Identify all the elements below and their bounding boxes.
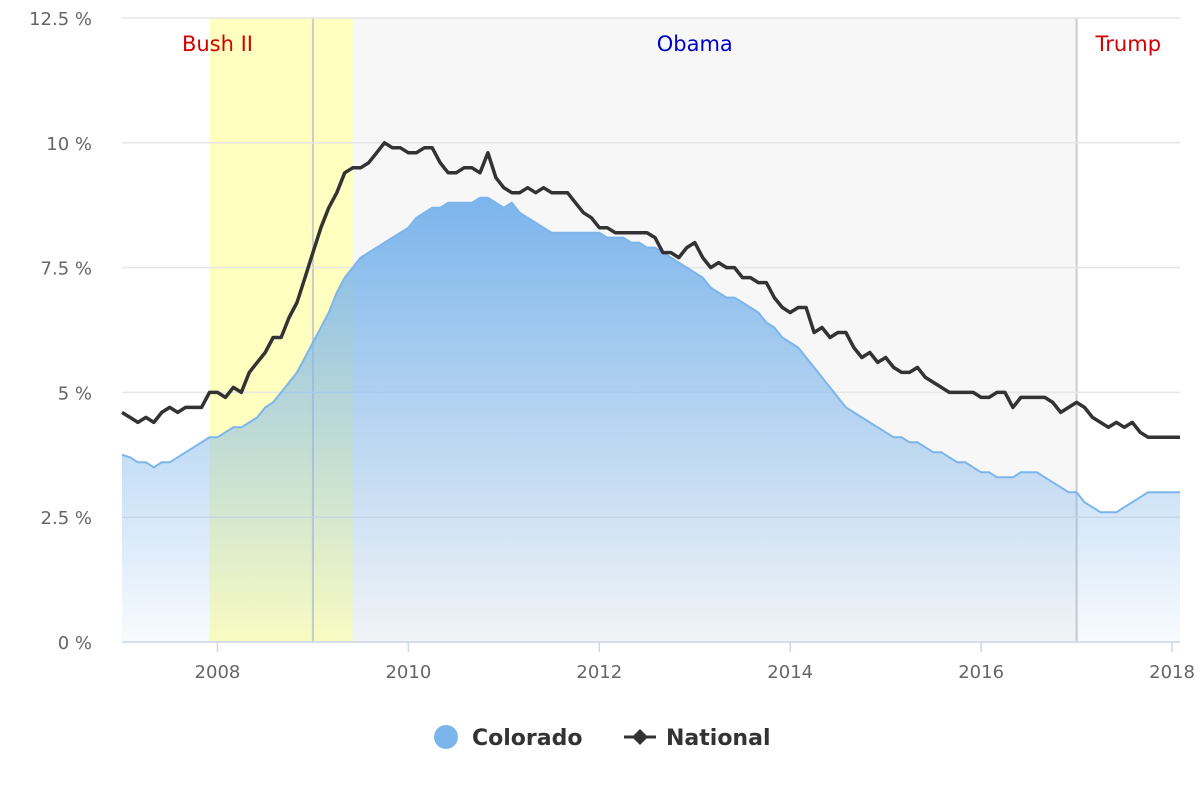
axis-labels: 0 % 2.5 % 5 % 7.5 % 10 % 12.5 % 2008 2010 2012 20… bbox=[29, 9, 1195, 683]
y-tick-label: 2.5 % bbox=[41, 508, 92, 529]
legend-item-national[interactable]: National bbox=[624, 726, 770, 751]
x-tick-label: 2016 bbox=[958, 662, 1004, 683]
legend-colorado-marker bbox=[434, 725, 458, 749]
colorado-line bbox=[121, 196, 1180, 514]
y-tick-label: 5 % bbox=[58, 383, 92, 404]
x-tick-label: 2010 bbox=[385, 662, 431, 683]
y-tick-label: 10 % bbox=[46, 134, 92, 155]
legend-item-colorado[interactable]: Colorado bbox=[434, 725, 582, 751]
x-tick-label: 2008 bbox=[195, 662, 241, 683]
x-tick-label: 2012 bbox=[576, 662, 622, 683]
president-label: Bush II bbox=[182, 32, 253, 56]
colorado-area bbox=[122, 197, 1180, 642]
y-tick-label: 7.5 % bbox=[41, 259, 92, 280]
x-tick-label: 2018 bbox=[1149, 662, 1195, 683]
y-tick-label: 12.5 % bbox=[29, 9, 92, 30]
series-layer bbox=[121, 141, 1180, 642]
x-tick-label: 2014 bbox=[767, 662, 813, 683]
legend[interactable]: Colorado National bbox=[434, 725, 770, 751]
legend-national-marker bbox=[632, 729, 648, 745]
president-label: Trump bbox=[1095, 32, 1161, 56]
y-tick-label: 0 % bbox=[58, 633, 92, 654]
legend-national-label: National bbox=[666, 726, 770, 751]
legend-colorado-label: Colorado bbox=[472, 726, 582, 751]
president-label: Obama bbox=[657, 32, 733, 56]
national-line bbox=[121, 141, 1180, 440]
